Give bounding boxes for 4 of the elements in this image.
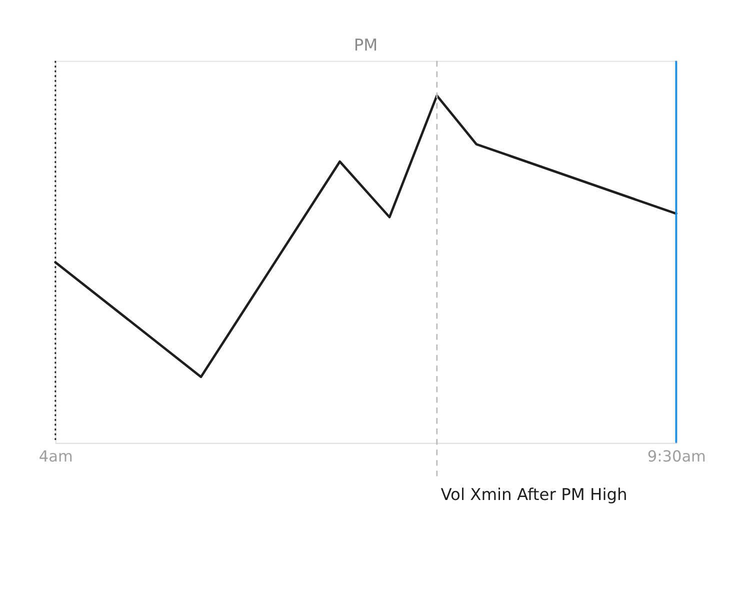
x-tick-label: 4am: [38, 448, 73, 466]
text: Vol Xmin After PM High: [440, 485, 628, 504]
chart-title: PM: [354, 35, 378, 54]
x-tick-label: 9:30am: [647, 448, 706, 466]
